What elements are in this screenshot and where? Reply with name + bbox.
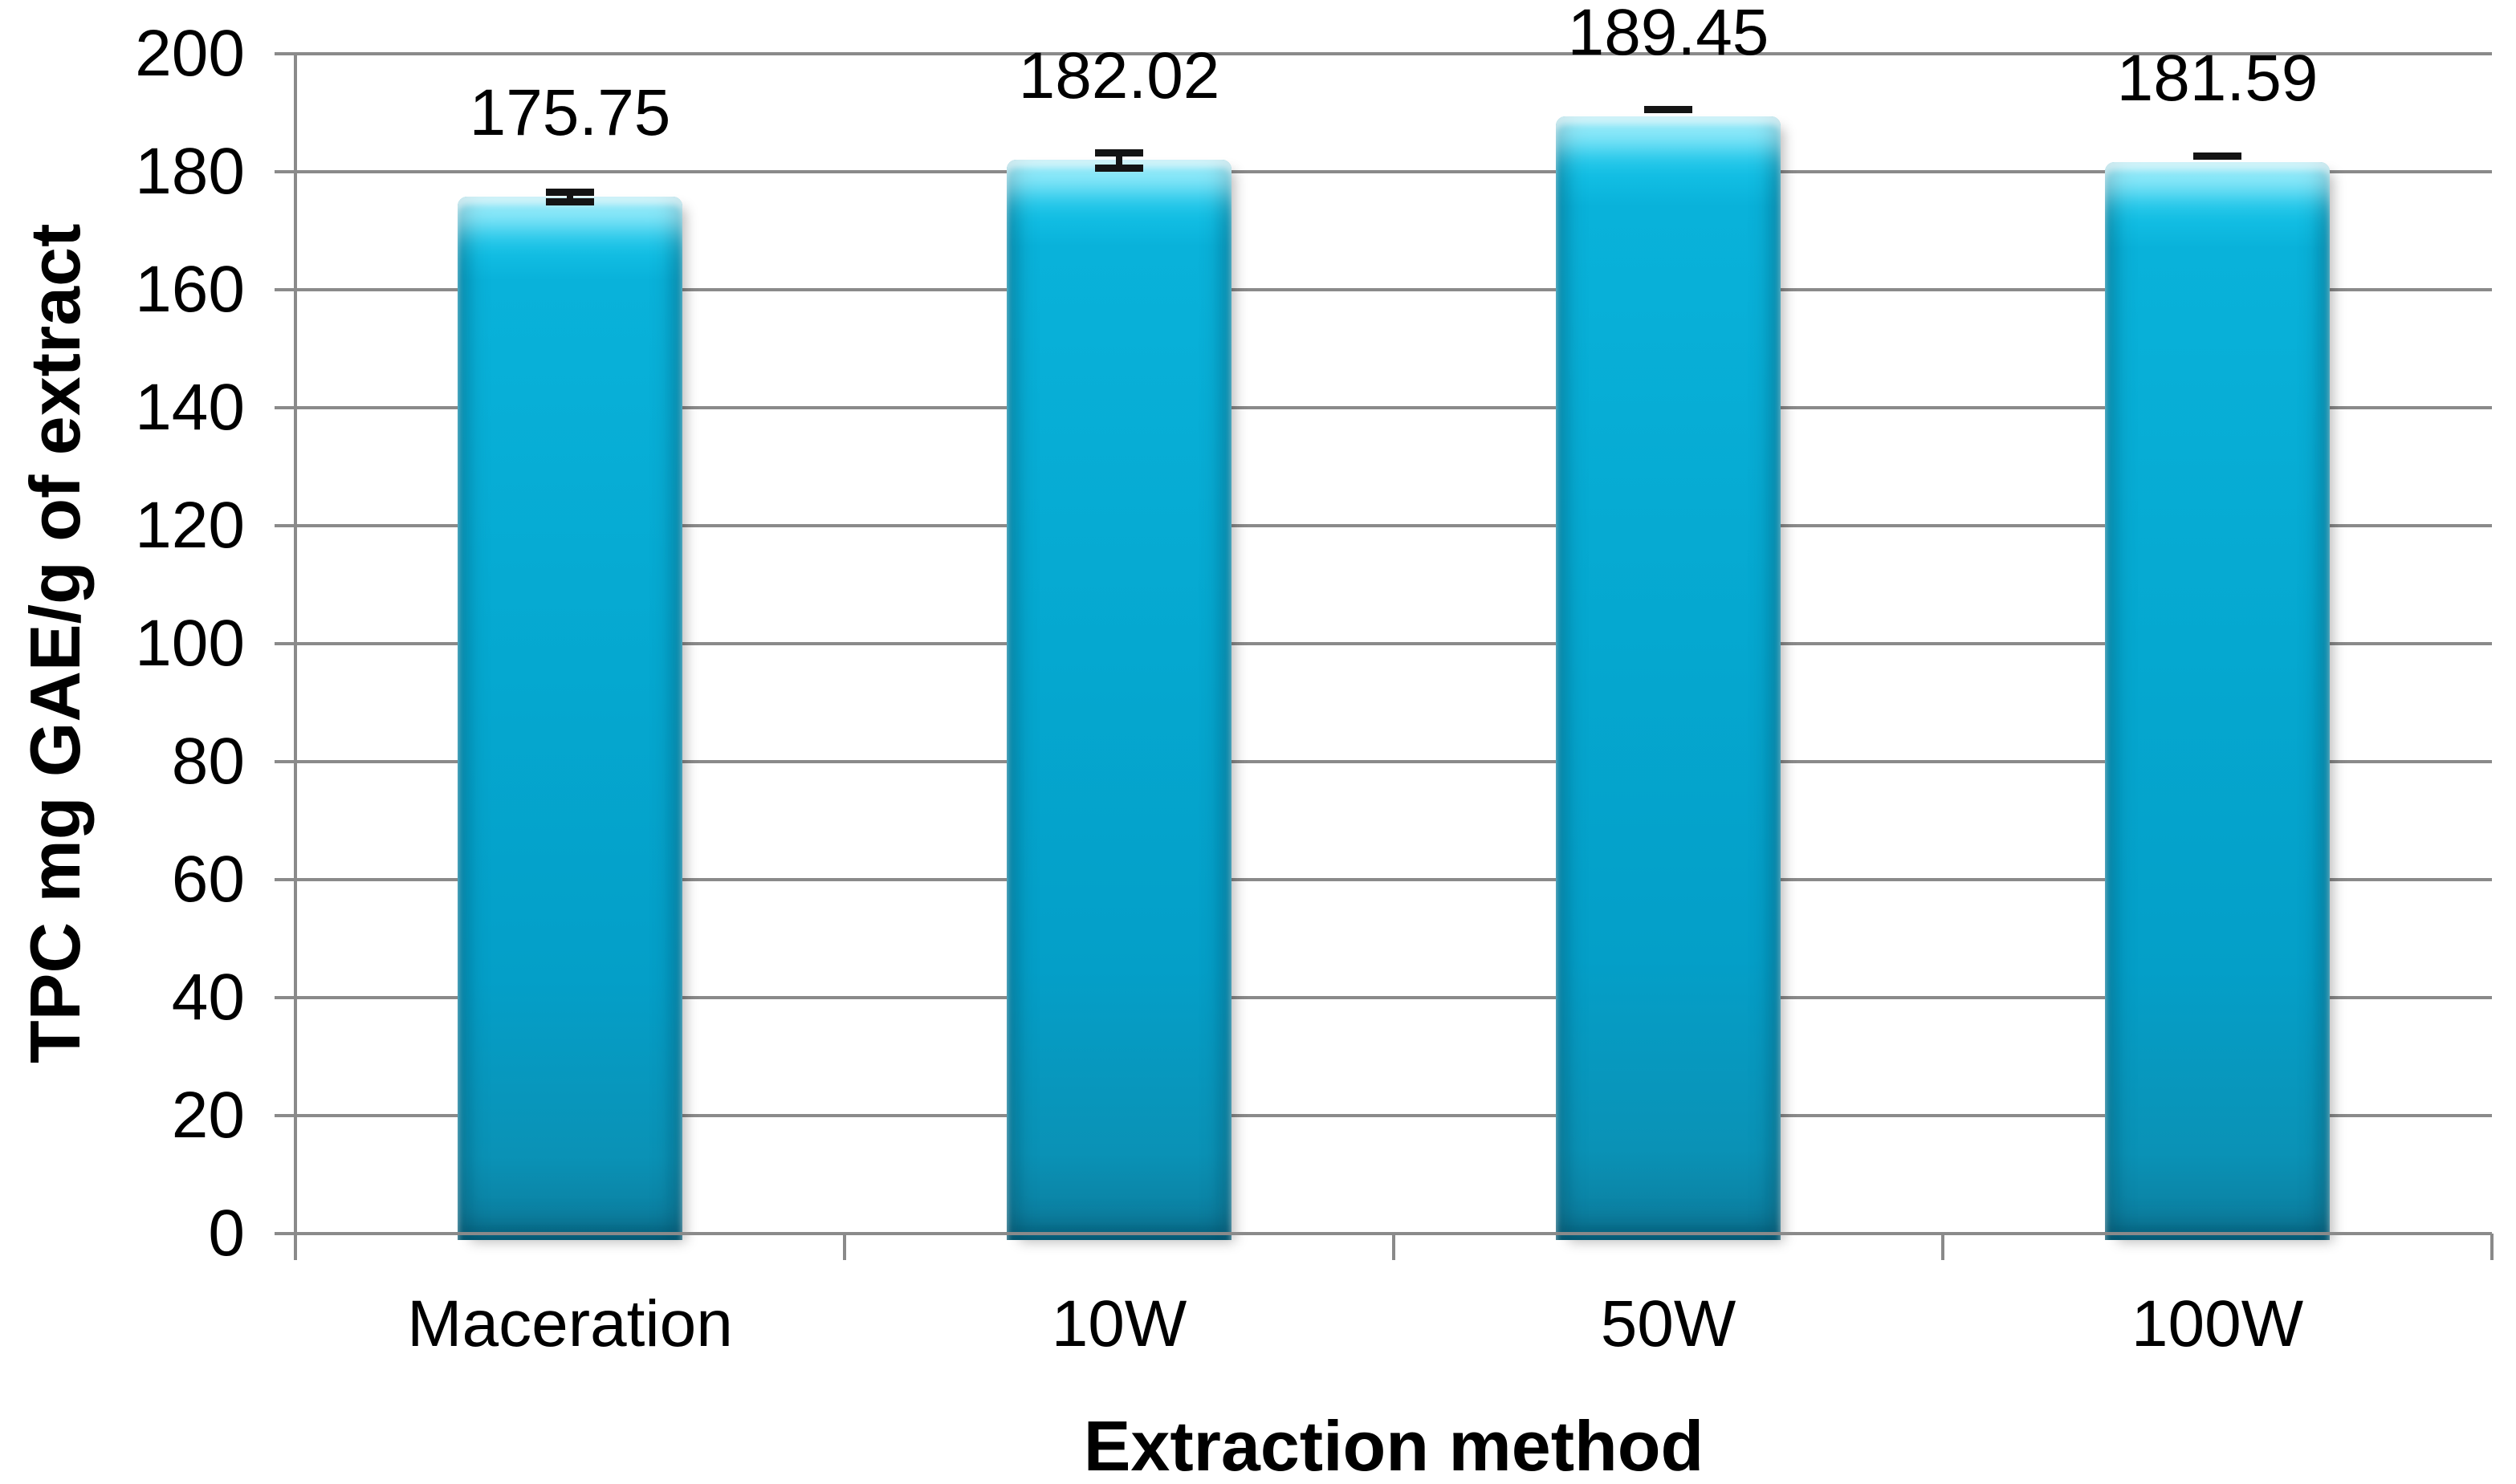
x-category-label: Maceration xyxy=(407,1287,733,1360)
x-category-label: 100W xyxy=(2131,1287,2304,1360)
bar-value-label: 182.02 xyxy=(1018,39,1220,113)
x-axis-title: Extraction method xyxy=(1083,1406,1704,1484)
error-bar-bottom-cap xyxy=(546,198,594,206)
error-bar-top-cap xyxy=(2193,152,2241,161)
y-tick-label: 100 xyxy=(135,607,245,680)
x-axis-tick xyxy=(1941,1234,1944,1260)
error-bar-line xyxy=(567,192,573,202)
gridline xyxy=(275,288,2492,291)
gridline xyxy=(275,878,2492,881)
x-category-label: 10W xyxy=(1051,1287,1187,1360)
y-tick-label: 0 xyxy=(208,1197,245,1270)
y-tick-label: 200 xyxy=(135,17,245,90)
y-tick-label: 20 xyxy=(171,1079,245,1152)
x-axis-tick xyxy=(2490,1234,2494,1260)
gridline xyxy=(275,52,2492,55)
bar-value-label: 175.75 xyxy=(469,76,671,150)
gridline xyxy=(275,760,2492,763)
gridline xyxy=(275,170,2492,173)
bar-value-label: 189.45 xyxy=(1567,0,1769,69)
error-bar-top-cap xyxy=(1644,106,1692,114)
x-axis-tick xyxy=(1392,1234,1395,1260)
error-bar-line xyxy=(1116,152,1122,168)
y-tick-label: 140 xyxy=(135,371,245,444)
y-tick-label: 120 xyxy=(135,489,245,562)
gridline xyxy=(275,524,2492,527)
gridline xyxy=(275,642,2492,645)
bar-Maceration xyxy=(458,197,682,1240)
bar-10W xyxy=(1007,160,1232,1240)
error-bar-bottom-cap xyxy=(1095,164,1143,172)
x-axis-line xyxy=(275,1232,2492,1235)
y-axis-line xyxy=(294,54,297,1260)
bar-50W xyxy=(1556,116,1781,1240)
bar-100W xyxy=(2105,162,2330,1240)
y-tick-label: 60 xyxy=(171,843,245,916)
gridline xyxy=(275,1114,2492,1117)
y-tick-label: 80 xyxy=(171,725,245,798)
gridline xyxy=(275,996,2492,999)
x-axis-tick xyxy=(843,1234,846,1260)
gridline xyxy=(275,406,2492,409)
y-tick-label: 40 xyxy=(171,961,245,1034)
bar-value-label: 181.59 xyxy=(2116,42,2319,116)
y-tick-label: 180 xyxy=(135,135,245,208)
y-tick-label: 160 xyxy=(135,253,245,326)
x-category-label: 50W xyxy=(1600,1287,1736,1360)
